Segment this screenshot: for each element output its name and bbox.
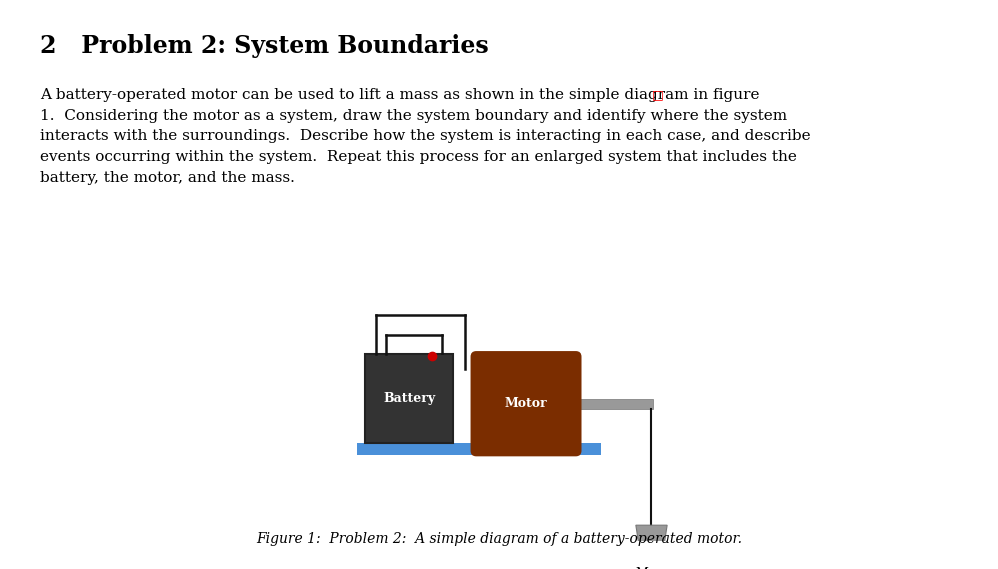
FancyBboxPatch shape (576, 399, 653, 409)
Text: □: □ (653, 88, 664, 101)
Text: Motor: Motor (505, 397, 547, 410)
Polygon shape (636, 525, 667, 556)
Text: Battery: Battery (383, 392, 435, 405)
Text: A battery-operated motor can be used to lift a mass as shown in the simple diagr: A battery-operated motor can be used to … (40, 88, 810, 184)
Text: 2   Problem 2: System Boundaries: 2 Problem 2: System Boundaries (40, 34, 489, 58)
Text: Figure 1:  Problem 2:  A simple diagram of a battery-operated motor.: Figure 1: Problem 2: A simple diagram of… (256, 532, 742, 546)
FancyBboxPatch shape (356, 443, 602, 455)
FancyBboxPatch shape (365, 354, 453, 443)
Text: Mass: Mass (635, 567, 668, 569)
FancyBboxPatch shape (470, 351, 582, 456)
